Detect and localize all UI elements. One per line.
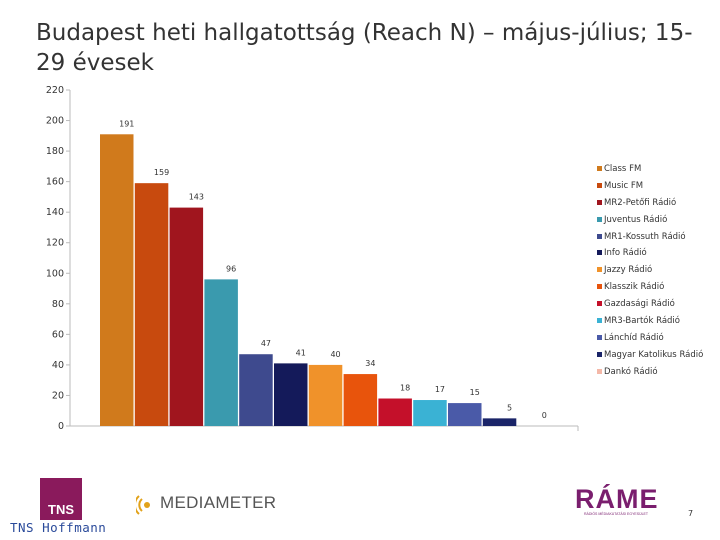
bar (239, 354, 273, 426)
legend-label: MR3-Bartók Rádió (604, 316, 680, 327)
data-label: 17 (435, 385, 445, 394)
y-tick-label: 160 (46, 177, 64, 188)
legend-item: Magyar Katolikus Rádió (597, 349, 720, 366)
bar-chart: 0204060801001201401601802002201911591439… (46, 85, 579, 432)
page-title: Budapest heti hallgatottság (Reach N) – … (36, 20, 693, 76)
y-tick-label: 180 (46, 146, 64, 157)
legend-label: Info Rádió (604, 248, 647, 259)
legend-label: Juventus Rádió (604, 214, 668, 225)
legend-swatch (597, 250, 602, 256)
y-tick-label: 40 (52, 360, 64, 371)
bar (308, 364, 343, 426)
legend-label: Jazzy Rádió (604, 265, 653, 276)
data-label: 0 (542, 411, 547, 420)
legend-swatch (597, 368, 602, 374)
bar (482, 418, 517, 426)
legend-item: Class FM (597, 163, 720, 180)
page-number: 7 (688, 509, 694, 518)
y-tick-label: 120 (46, 238, 64, 249)
bar (448, 403, 482, 426)
y-tick-label: 100 (46, 268, 64, 279)
y-tick-label: 80 (52, 299, 64, 310)
data-label: 191 (119, 119, 134, 128)
bar (169, 207, 204, 426)
legend-item: Info Rádió (597, 247, 720, 264)
legend-item: Klasszik Rádió (597, 281, 720, 298)
y-tick-label: 200 (46, 116, 64, 127)
legend-label: Class FM (604, 164, 642, 174)
legend-item: MR2-Petőfi Rádió (597, 197, 720, 214)
legend-label: Klasszik Rádió (604, 282, 665, 293)
data-label: 143 (189, 193, 204, 202)
legend-swatch (597, 318, 602, 324)
bar (343, 374, 378, 426)
y-tick-label: 20 (52, 390, 64, 401)
data-label: 34 (365, 359, 375, 368)
legend-label: Gazdasági Rádió (604, 299, 675, 310)
legend-item: Lánchíd Rádió (597, 332, 720, 349)
legend-swatch (597, 233, 602, 239)
legend-swatch (597, 267, 602, 273)
legend-label: Music FM (604, 180, 644, 191)
data-label: 15 (470, 388, 480, 397)
data-label: 159 (154, 168, 169, 177)
legend-swatch (597, 199, 602, 205)
legend-item: Juventus Rádió (597, 214, 720, 231)
bar (100, 134, 134, 427)
legend-swatch (597, 284, 602, 290)
data-label: 40 (330, 350, 340, 359)
chart-legend: Class FM Music FM MR2-Petőfi Rádió Juventus… (597, 163, 720, 383)
data-label: 18 (400, 384, 410, 393)
legend-item: MR1-Kossuth Rádió (597, 231, 720, 248)
legend-swatch (597, 166, 602, 171)
data-label: 5 (507, 403, 512, 412)
y-tick-label: 0 (58, 421, 64, 432)
data-label: 96 (226, 264, 236, 273)
legend-item: Dankó Rádió (597, 366, 720, 383)
rame-subtitle: RÁDIÓS MÉDIAKUTATÁSI EGYESÜLET (583, 512, 649, 516)
data-label: 41 (296, 348, 306, 357)
bar (134, 183, 169, 426)
legend-item: MR3-Bartók Rádió (597, 315, 720, 332)
bar (204, 279, 238, 426)
legend-swatch (597, 351, 602, 357)
legend-label: Magyar Katolikus Rádió (604, 349, 704, 360)
legend-label: MR1-Kossuth Rádió (604, 231, 686, 242)
mediameter-text: MEDIAMETER (160, 493, 277, 512)
rame-logo: RÁME RÁDIÓS MÉDIAKUTATÁSI EGYESÜLET (575, 484, 659, 520)
tns-logo-text: TNS (48, 502, 74, 517)
legend-label: Lánchíd Rádió (604, 332, 664, 343)
legend-swatch (597, 301, 602, 307)
y-tick-label: 220 (46, 85, 64, 96)
legend-item: Gazdasági Rádió (597, 298, 720, 315)
legend-item: Jazzy Rádió (597, 264, 720, 281)
data-label: 47 (261, 339, 271, 348)
rame-text: RÁME (575, 484, 659, 514)
legend-swatch (597, 334, 602, 340)
y-tick-label: 60 (52, 329, 64, 340)
legend-label: Dankó Rádió (604, 366, 658, 377)
bar (378, 398, 412, 426)
tns-logo: TNS (40, 478, 82, 520)
bar (413, 400, 447, 426)
mediameter-icon (136, 495, 150, 515)
bar (274, 363, 308, 426)
legend-label: MR2-Petőfi Rádió (604, 197, 677, 208)
legend-swatch (597, 216, 602, 222)
legend-item: Music FM (597, 180, 720, 197)
y-tick-label: 140 (46, 207, 64, 218)
tns-hoffmann-label: TNS Hoffmann (10, 520, 107, 535)
legend-swatch (597, 182, 602, 188)
